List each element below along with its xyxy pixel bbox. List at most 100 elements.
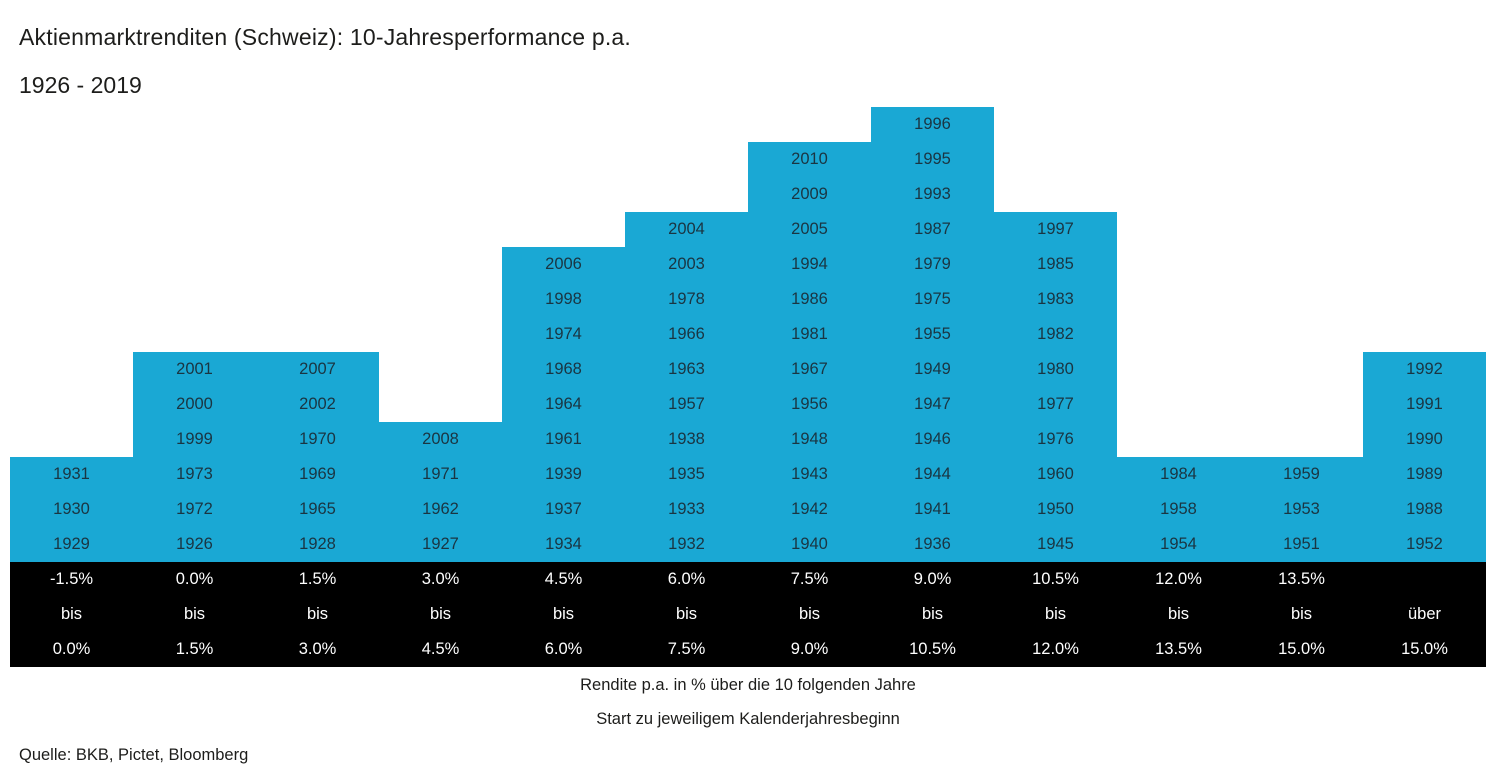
year-cell: 2009: [791, 185, 828, 203]
year-cell: 1999: [176, 430, 213, 448]
bar-block: 1992 1991 1990 1989 1988 1952: [1363, 352, 1486, 562]
axis-label: 4.5%: [544, 570, 583, 588]
year-cell: 1942: [791, 500, 828, 518]
bar-column: 1996 1995 1993 1987 1979 1975 1955 1949 1947 1946…: [871, 107, 994, 562]
axis-label: 6.0%: [667, 570, 706, 588]
year-cell: 1953: [1283, 500, 1320, 518]
year-cell: 1930: [53, 500, 90, 518]
year-cell: 1991: [1406, 395, 1443, 413]
bar-block: 2007 2002 1970 1969 1965 1928: [256, 352, 379, 562]
axis-label: 10.5%: [1032, 570, 1079, 588]
axis-column: 13.5% bis 15.0%: [1240, 562, 1363, 667]
bar-block: 1959 1953 1951: [1240, 457, 1363, 562]
axis-label: 4.5%: [421, 640, 460, 658]
axis-column: 0.0% bis 1.5%: [133, 562, 256, 667]
axis-label: 3.0%: [298, 640, 337, 658]
axis-label: 6.0%: [544, 640, 583, 658]
histogram: 1931 1930 1929 2001 2000 1999 1973 1972 1926 2007…: [10, 107, 1486, 562]
year-cell: 1934: [545, 535, 582, 553]
year-cell: 1962: [422, 500, 459, 518]
axis-label: über: [1407, 605, 1442, 623]
axis-label: 0.0%: [175, 570, 214, 588]
year-cell: 2005: [791, 220, 828, 238]
year-cell: 1976: [1037, 430, 1074, 448]
year-cell: 1989: [1406, 465, 1443, 483]
year-cell: 1998: [545, 290, 582, 308]
year-cell: 1994: [791, 255, 828, 273]
year-cell: 1977: [1037, 395, 1074, 413]
axis-column: 4.5% bis 6.0%: [502, 562, 625, 667]
year-cell: 1980: [1037, 360, 1074, 378]
year-cell: 1978: [668, 290, 705, 308]
year-cell: 1968: [545, 360, 582, 378]
axis-label: 3.0%: [421, 570, 460, 588]
axis-label: 9.0%: [913, 570, 952, 588]
year-cell: 1954: [1160, 535, 1197, 553]
year-cell: 1985: [1037, 255, 1074, 273]
bar-column: 2006 1998 1974 1968 1964 1961 1939 1937 1934: [502, 247, 625, 562]
year-cell: 1940: [791, 535, 828, 553]
axis-column: 10.5% bis 12.0%: [994, 562, 1117, 667]
bar-column: 2010 2009 2005 1994 1986 1981 1967 1956 1948 1943…: [748, 142, 871, 562]
year-cell: 1948: [791, 430, 828, 448]
year-cell: 2000: [176, 395, 213, 413]
axis-label: bis: [183, 605, 206, 623]
year-cell: 1958: [1160, 500, 1197, 518]
axis-column: 12.0% bis 13.5%: [1117, 562, 1240, 667]
bar-block: 2004 2003 1978 1966 1963 1957 1938 1935 1933 1932: [625, 212, 748, 562]
bar-column: 1931 1930 1929: [10, 457, 133, 562]
year-cell: 1941: [914, 500, 951, 518]
year-cell: 1973: [176, 465, 213, 483]
year-cell: 1993: [914, 185, 951, 203]
year-cell: 2001: [176, 360, 213, 378]
year-cell: 1950: [1037, 500, 1074, 518]
year-cell: 1992: [1406, 360, 1443, 378]
year-cell: 2002: [299, 395, 336, 413]
bar-block: 1996 1995 1993 1987 1979 1975 1955 1949 1947 1946…: [871, 107, 994, 562]
bar-column: 2008 1971 1962 1927: [379, 422, 502, 562]
year-cell: 1971: [422, 465, 459, 483]
axis-column: über 15.0%: [1363, 562, 1486, 667]
axis-column: 7.5% bis 9.0%: [748, 562, 871, 667]
year-cell: 1996: [914, 115, 951, 133]
axis-label: bis: [1044, 605, 1067, 623]
year-cell: 1964: [545, 395, 582, 413]
axis-label: 12.0%: [1155, 570, 1202, 588]
year-cell: 1926: [176, 535, 213, 553]
year-cell: 1943: [791, 465, 828, 483]
axis-column: 3.0% bis 4.5%: [379, 562, 502, 667]
axis-label: bis: [306, 605, 329, 623]
axis-column: -1.5% bis 0.0%: [10, 562, 133, 667]
axis-label: bis: [1290, 605, 1313, 623]
year-cell: 1928: [299, 535, 336, 553]
axis-label: 13.5%: [1278, 570, 1325, 588]
axis-label: 7.5%: [667, 640, 706, 658]
year-cell: 2003: [668, 255, 705, 273]
bar-column: 2007 2002 1970 1969 1965 1928: [256, 352, 379, 562]
axis-label: 13.5%: [1155, 640, 1202, 658]
year-cell: 1997: [1037, 220, 1074, 238]
bar-block: 2001 2000 1999 1973 1972 1926: [133, 352, 256, 562]
axis-label: 15.0%: [1278, 640, 1325, 658]
bar-column: 2004 2003 1978 1966 1963 1957 1938 1935 1933 1932: [625, 212, 748, 562]
year-cell: 1944: [914, 465, 951, 483]
year-cell: 2007: [299, 360, 336, 378]
year-cell: 1961: [545, 430, 582, 448]
axis-label: bis: [675, 605, 698, 623]
year-cell: 1949: [914, 360, 951, 378]
year-cell: 1967: [791, 360, 828, 378]
source-text: Quelle: BKB, Pictet, Bloomberg: [19, 746, 249, 764]
bar-column: 2001 2000 1999 1973 1972 1926: [133, 352, 256, 562]
axis-label: -1.5%: [49, 570, 94, 588]
year-cell: 1927: [422, 535, 459, 553]
year-cell: 1959: [1283, 465, 1320, 483]
axis-label: bis: [921, 605, 944, 623]
year-cell: 1960: [1037, 465, 1074, 483]
axis-column: 1.5% bis 3.0%: [256, 562, 379, 667]
bar-column: 1984 1958 1954: [1117, 457, 1240, 562]
chart-subtitle: 1926 - 2019: [19, 72, 142, 98]
chart-title: Aktienmarktrenditen (Schweiz): 10-Jahres…: [19, 24, 632, 50]
axis-label: 12.0%: [1032, 640, 1079, 658]
bar-block: 2006 1998 1974 1968 1964 1961 1939 1937 1934: [502, 247, 625, 562]
